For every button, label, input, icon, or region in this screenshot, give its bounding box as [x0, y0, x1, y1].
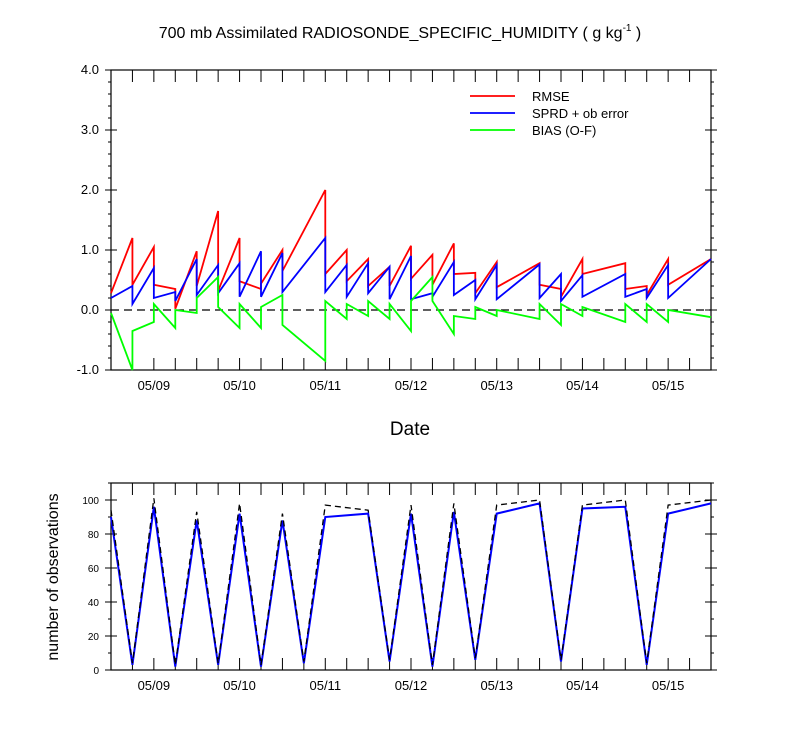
- possible-obs-line: [110, 498, 712, 665]
- top-y-tick-label: 3.0: [81, 122, 99, 137]
- bottom-y-tick-label: 0: [93, 666, 99, 677]
- top-x-tick-label: 05/12: [395, 378, 428, 393]
- bottom-x-tick-label: 05/13: [480, 678, 513, 693]
- top-x-tick-label: 05/09: [138, 378, 171, 393]
- top-x-tick-label: 05/15: [652, 378, 685, 393]
- top-y-tick-label: 1.0: [81, 242, 99, 257]
- bottom-y-tick-label: 100: [82, 496, 99, 507]
- top-x-tick-label: 05/13: [480, 378, 513, 393]
- bottom-frame: [110, 482, 712, 671]
- chart-title-exponent: -1: [623, 23, 632, 34]
- x-axis-label: Date: [390, 419, 430, 440]
- legend: RMSE SPRD + ob error BIAS (O-F): [470, 89, 629, 138]
- chart-title-main: 700 mb Assimilated RADIOSONDE_SPECIFIC_H…: [159, 25, 623, 42]
- top-y-tick-label: 4.0: [81, 62, 99, 77]
- top-x-tick-label: 05/10: [223, 378, 256, 393]
- chart-title-end: ): [631, 25, 641, 42]
- top-x-tick-label: 05/11: [309, 378, 341, 393]
- bottom-x-tick-label: 05/10: [223, 678, 256, 693]
- sprd-line: [110, 235, 712, 308]
- bottom-x-tick-label: 05/15: [652, 678, 685, 693]
- legend-label-bias-line: BIAS (O-F): [532, 123, 596, 138]
- top-y-tick-label: 2.0: [81, 182, 99, 197]
- bottom-x-tick-label: 05/09: [138, 678, 171, 693]
- observation-count-panel: number of observations 05/09 05/10 05/11 05…: [45, 482, 717, 693]
- chart-title: 700 mb Assimilated RADIOSONDE_SPECIFIC_H…: [159, 23, 642, 42]
- assimilated-obs-line: [110, 502, 712, 667]
- bottom-x-tick-label: 05/11: [309, 678, 341, 693]
- bottom-y-tick-label: 80: [88, 530, 100, 541]
- y-axis-label-observations: number of observations: [45, 493, 62, 660]
- top-x-tick-label: 05/14: [566, 378, 599, 393]
- bottom-y-tick-label: 40: [88, 598, 100, 609]
- bottom-y-tick-label: 60: [88, 564, 100, 575]
- legend-label-sprd-line: SPRD + ob error: [532, 106, 629, 121]
- humidity-stats-panel: 700 mb Assimilated RADIOSONDE_SPECIFIC_H…: [77, 23, 717, 440]
- bottom-y-tick-label: 20: [88, 632, 100, 643]
- top-y-tick-label: 0.0: [81, 302, 99, 317]
- bias-line: [110, 274, 712, 371]
- bottom-x-tick-label: 05/14: [566, 678, 599, 693]
- legend-label-rmse-line: RMSE: [532, 89, 570, 104]
- top-y-tick-label: -1.0: [77, 362, 99, 377]
- bottom-x-tick-label: 05/12: [395, 678, 428, 693]
